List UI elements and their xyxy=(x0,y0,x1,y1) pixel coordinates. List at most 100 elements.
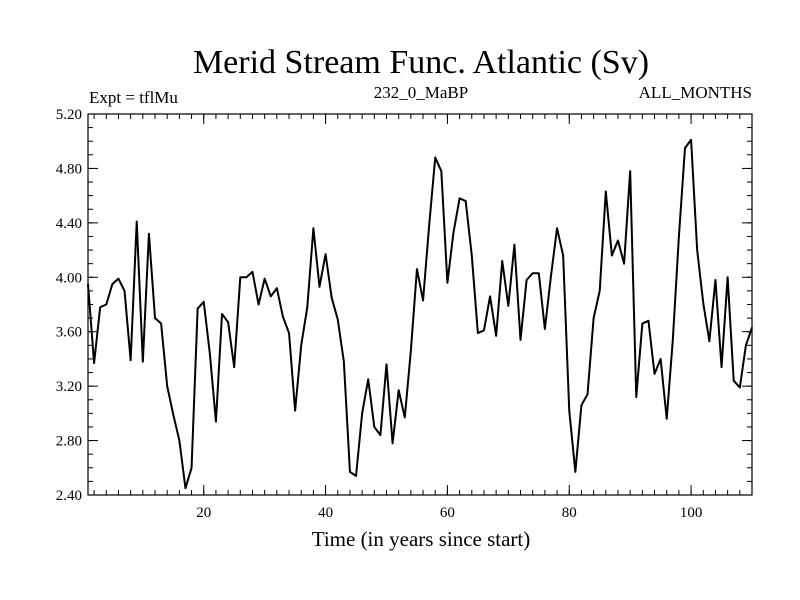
data-point xyxy=(732,379,735,382)
data-point xyxy=(245,276,248,279)
months-label: ALL_MONTHS xyxy=(639,83,752,102)
data-point xyxy=(336,318,339,321)
data-point xyxy=(397,389,400,392)
x-axis-label: Time (in years since start) xyxy=(312,527,531,551)
data-point xyxy=(544,328,546,330)
data-point xyxy=(470,254,473,257)
data-point xyxy=(525,279,528,281)
data-point xyxy=(592,317,595,319)
data-point xyxy=(276,287,278,289)
data-point xyxy=(574,471,577,473)
data-point xyxy=(123,290,126,292)
data-point xyxy=(531,272,534,275)
data-point xyxy=(641,322,644,325)
data-point xyxy=(678,235,680,238)
data-point xyxy=(580,404,583,406)
data-point xyxy=(282,315,284,318)
data-point xyxy=(129,359,132,362)
data-point xyxy=(440,170,443,172)
x-tick-label: 60 xyxy=(440,505,455,521)
data-point xyxy=(324,253,327,255)
data-point xyxy=(343,360,345,363)
data-point xyxy=(446,281,449,284)
data-point xyxy=(306,306,309,309)
data-point xyxy=(99,306,101,309)
data-point xyxy=(312,227,315,230)
data-point xyxy=(477,332,479,334)
data-point xyxy=(550,275,552,277)
data-point xyxy=(684,147,686,149)
data-point xyxy=(452,231,455,234)
data-point xyxy=(263,277,266,280)
data-point xyxy=(403,416,406,419)
data-point xyxy=(720,366,723,368)
y-tick-label: 3.20 xyxy=(56,379,82,395)
y-tick-label: 2.40 xyxy=(56,488,82,504)
data-point xyxy=(105,303,108,306)
data-point xyxy=(745,344,747,347)
data-point xyxy=(562,254,564,257)
y-tick-label: 2.80 xyxy=(56,434,82,450)
data-point xyxy=(702,302,705,304)
data-point xyxy=(458,197,461,200)
data-point xyxy=(330,296,333,299)
data-point xyxy=(288,332,290,334)
data-point xyxy=(166,385,168,387)
data-point xyxy=(227,321,229,323)
data-point xyxy=(160,322,162,325)
data-point xyxy=(647,320,650,322)
chart-title: Merid Stream Func. Atlantic (Sv) xyxy=(193,44,649,81)
data-point xyxy=(142,360,144,363)
y-tick-label: 4.00 xyxy=(56,270,82,286)
data-point xyxy=(537,272,540,275)
data-point xyxy=(385,363,388,366)
x-axis-ticks: 20 40 60 80 100 xyxy=(93,114,753,521)
data-point xyxy=(513,243,516,246)
data-point xyxy=(410,349,412,352)
data-point xyxy=(202,300,205,303)
data-point xyxy=(184,487,187,489)
data-point xyxy=(568,409,571,412)
y-tick-label: 4.40 xyxy=(56,216,82,232)
x-tick-label: 40 xyxy=(318,505,333,521)
data-point xyxy=(665,418,668,420)
y-tick-label: 3.60 xyxy=(56,325,82,341)
data-point xyxy=(300,344,303,347)
data-point xyxy=(391,442,394,445)
data-point xyxy=(422,299,424,302)
data-point xyxy=(117,277,120,280)
data-point xyxy=(672,339,674,341)
data-point xyxy=(416,268,418,270)
data-point xyxy=(349,471,351,473)
data-point xyxy=(501,260,504,262)
data-point xyxy=(519,339,522,341)
data-point xyxy=(196,307,199,310)
period-label: 232_0_MaBP xyxy=(374,83,468,102)
data-point xyxy=(178,439,181,442)
data-point xyxy=(623,262,625,265)
y-tick-label: 4.80 xyxy=(56,161,82,177)
data-point xyxy=(635,396,638,398)
data-point xyxy=(495,334,497,337)
series-line xyxy=(87,138,753,490)
data-point xyxy=(604,190,607,193)
data-point xyxy=(690,139,692,141)
data-point xyxy=(714,279,717,281)
data-point xyxy=(507,305,510,307)
data-point xyxy=(659,358,662,360)
data-point xyxy=(251,271,254,273)
data-point xyxy=(556,227,558,230)
data-point xyxy=(135,220,138,223)
data-point xyxy=(617,239,619,242)
data-point xyxy=(257,303,260,306)
data-point xyxy=(221,313,223,315)
data-point xyxy=(726,276,729,279)
series-layer xyxy=(87,138,753,490)
data-point xyxy=(434,156,437,159)
data-point xyxy=(233,366,236,368)
data-point xyxy=(294,409,296,412)
data-point xyxy=(215,420,217,423)
data-point xyxy=(629,170,631,172)
data-point xyxy=(111,283,114,285)
experiment-label: Expt = tflMu xyxy=(89,88,178,107)
